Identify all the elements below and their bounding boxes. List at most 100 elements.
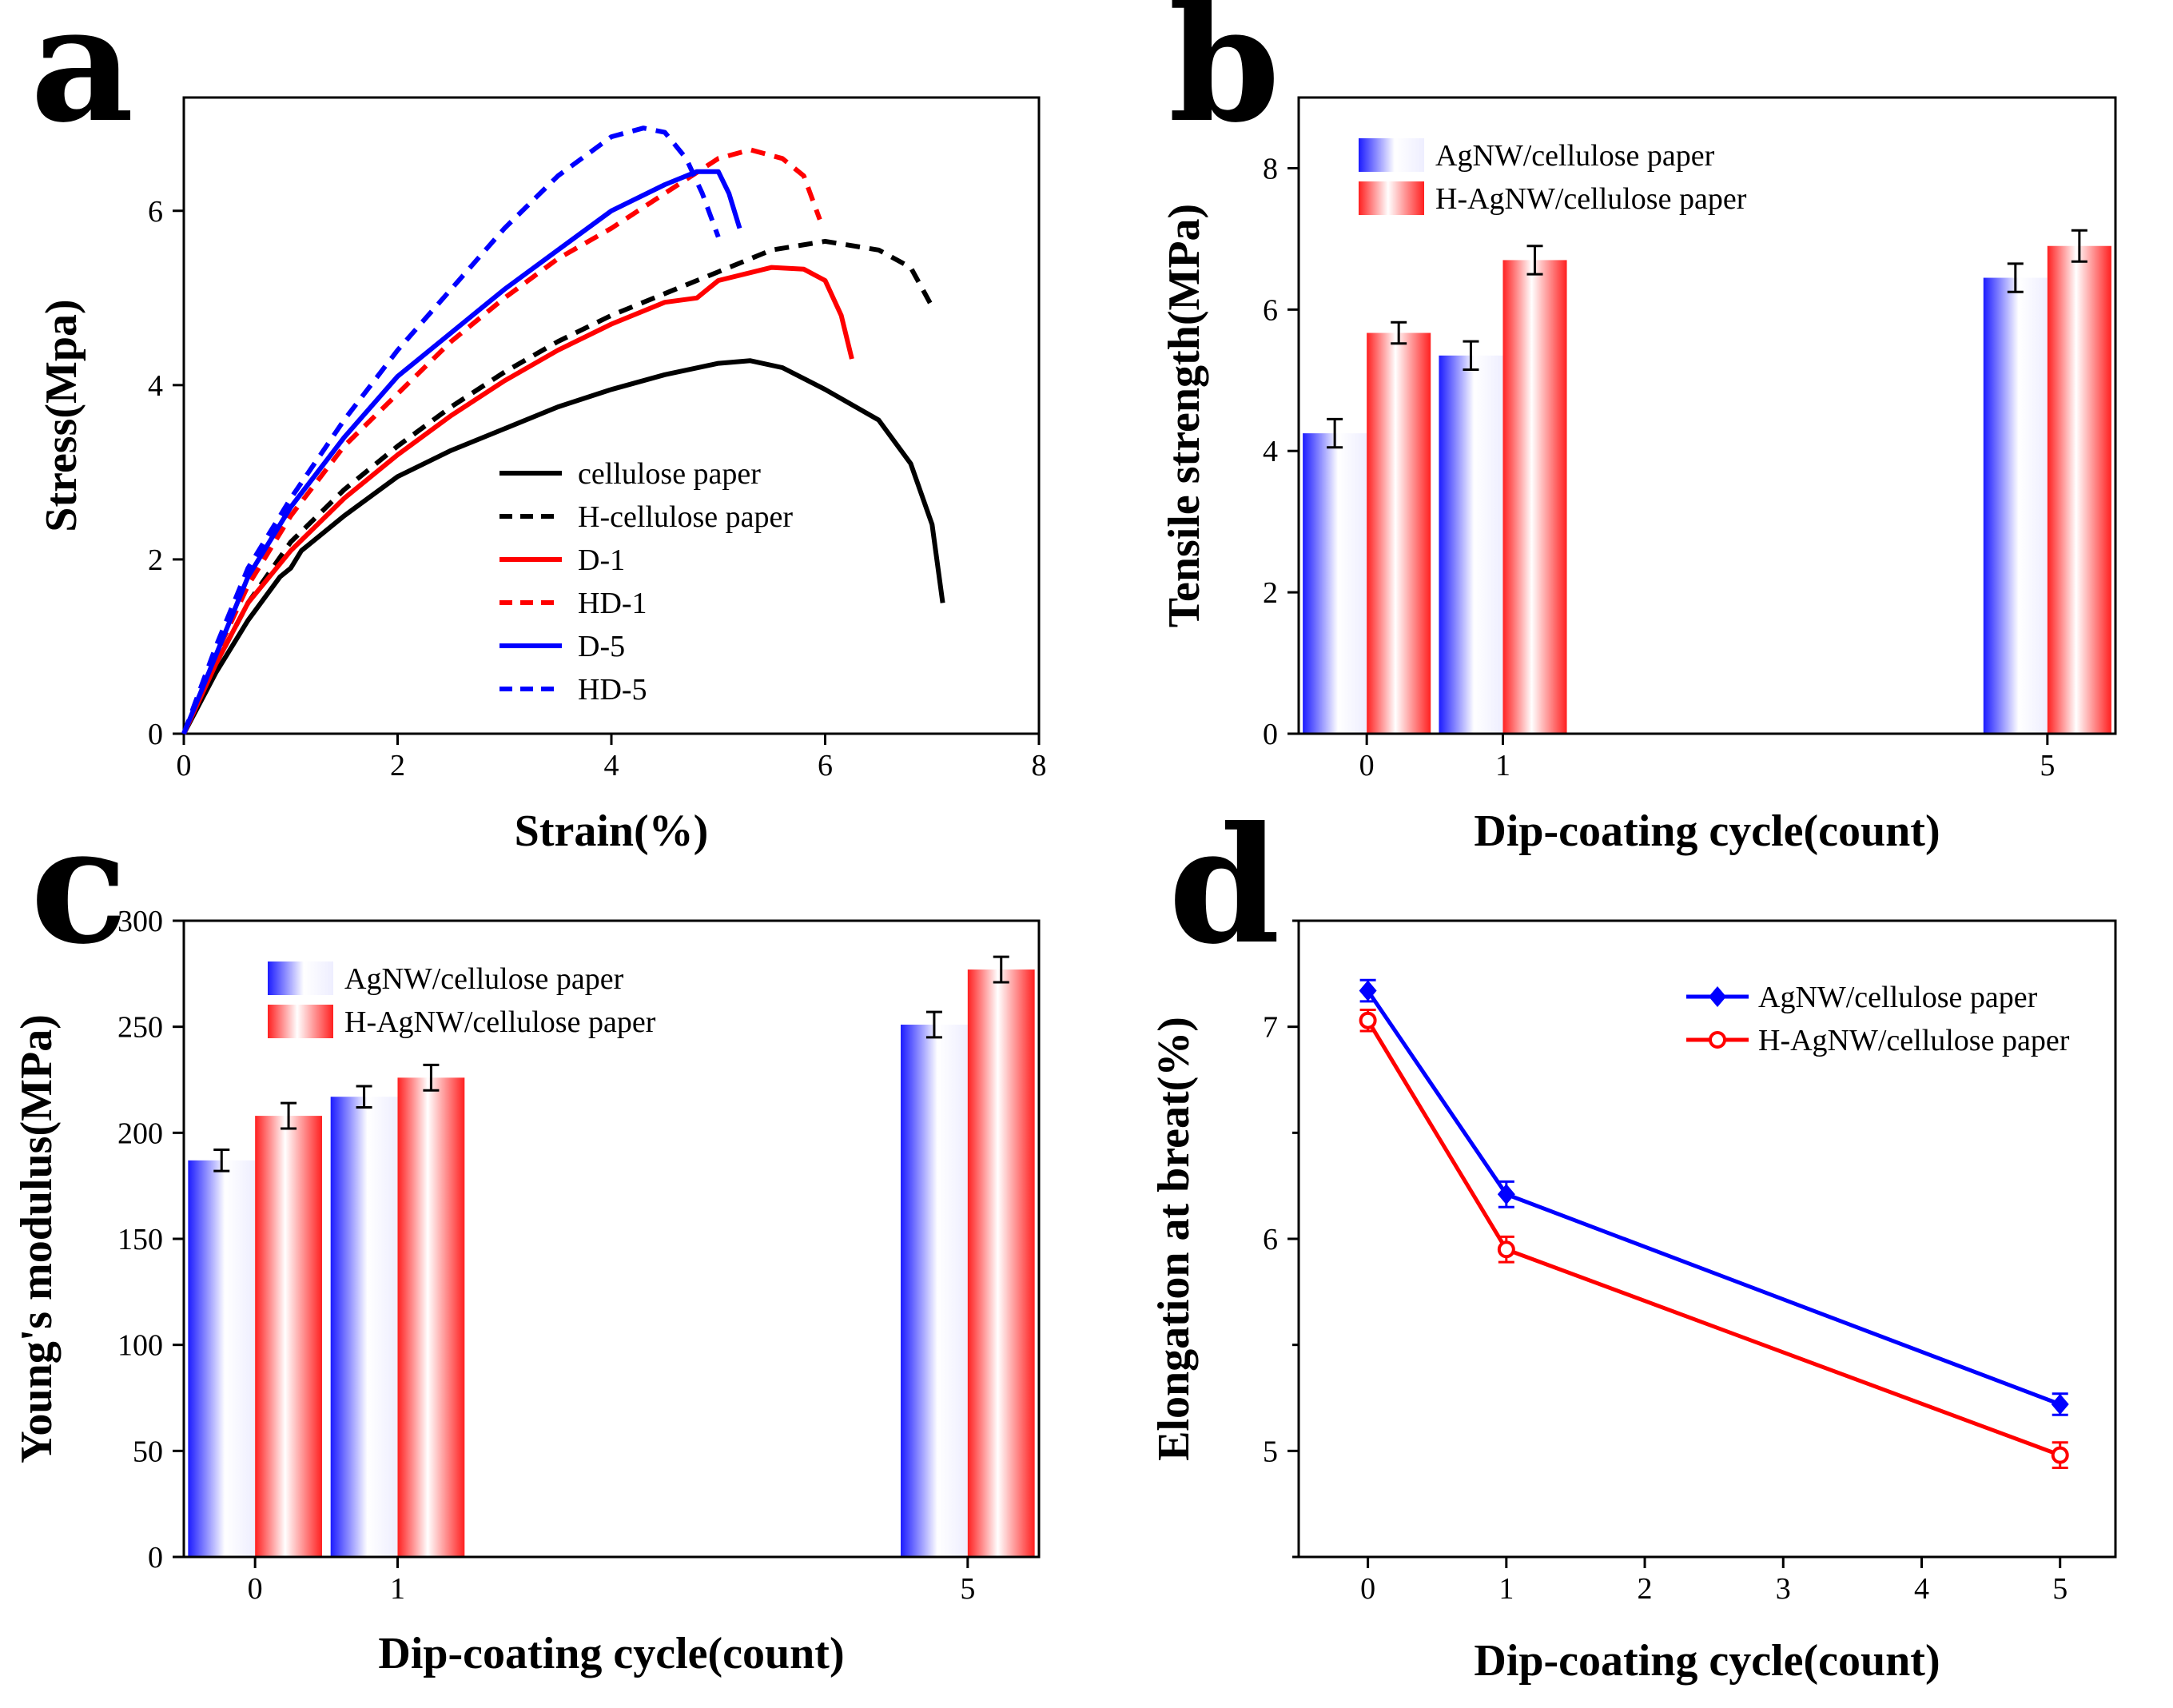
- y-tick-label: 6: [1263, 293, 1278, 327]
- y-tick-label: 100: [117, 1329, 163, 1363]
- legend-marker: [1709, 1031, 1726, 1049]
- plot-frame: [1297, 919, 2117, 1559]
- y-tick-label: 5: [1263, 1435, 1278, 1468]
- error-bar: [356, 1085, 372, 1109]
- data-point: [1359, 980, 1377, 1001]
- series-line: [181, 265, 854, 735]
- y-axis-title: Elongation at breat(%): [1149, 1017, 1199, 1461]
- x-tick-label: 4: [604, 749, 619, 782]
- legend-label: HD-1: [578, 587, 647, 620]
- y-tick-label: 2: [148, 543, 163, 577]
- legend-label: AgNW/cellulose paper: [344, 962, 624, 996]
- legend-marker: [1709, 986, 1726, 1007]
- bar: [1367, 332, 1431, 734]
- series-line: [181, 358, 945, 735]
- data-point: [1359, 1011, 1377, 1029]
- legend-label: H-cellulose paper: [578, 500, 793, 534]
- legend-label: cellulose paper: [578, 457, 761, 491]
- error-bar: [1327, 417, 1343, 449]
- x-tick-label: 5: [2040, 749, 2055, 782]
- bar: [1983, 277, 2048, 734]
- y-axis-title: Tensile strength(MPa): [1160, 204, 1209, 627]
- error-bar: [423, 1063, 440, 1092]
- y-tick-label: 0: [148, 1541, 163, 1575]
- x-tick-label: 2: [1638, 1572, 1653, 1606]
- error-bar: [1391, 320, 1407, 345]
- y-tick-label: 300: [117, 905, 163, 938]
- bar: [2047, 245, 2111, 734]
- legend-swatch: [268, 1005, 333, 1038]
- data-point: [2051, 1393, 2069, 1415]
- data-point: [1497, 1184, 1515, 1205]
- panel-letter: c: [30, 792, 128, 980]
- panel-letter: a: [30, 0, 134, 158]
- bar: [967, 969, 1035, 1557]
- x-axis-title: Dip-coating cycle(count): [1474, 806, 1940, 856]
- bar: [901, 1025, 968, 1557]
- y-tick-label: 6: [1263, 1223, 1278, 1256]
- y-tick-label: 4: [148, 369, 163, 403]
- x-tick-label: 5: [2052, 1572, 2068, 1606]
- y-tick-label: 0: [148, 718, 163, 751]
- panel-letter: b: [1168, 0, 1280, 158]
- error-bar: [213, 1149, 230, 1173]
- error-bar: [2007, 262, 2024, 293]
- bar: [188, 1160, 256, 1557]
- x-tick-label: 0: [177, 749, 192, 782]
- y-tick-label: 8: [1263, 152, 1278, 185]
- legend-label: HD-5: [578, 673, 647, 707]
- x-tick-label: 8: [1032, 749, 1047, 782]
- error-bar: [1463, 340, 1479, 372]
- series-line: [181, 147, 822, 735]
- x-tick-label: 0: [248, 1572, 263, 1606]
- x-axis-title: Dip-coating cycle(count): [1474, 1636, 1940, 1686]
- x-tick-label: 1: [1498, 1572, 1514, 1606]
- x-tick-label: 0: [1359, 749, 1375, 782]
- error-bar: [281, 1101, 297, 1130]
- x-tick-label: 1: [1495, 749, 1510, 782]
- legend-label: D-1: [578, 543, 625, 577]
- legend-swatch: [268, 961, 333, 995]
- x-tick-label: 1: [390, 1572, 405, 1606]
- data-point: [2051, 1446, 2069, 1464]
- y-tick-label: 6: [148, 195, 163, 229]
- bar: [1303, 433, 1367, 734]
- y-tick-label: 150: [117, 1223, 163, 1256]
- bar: [397, 1077, 465, 1557]
- bar: [330, 1097, 398, 1557]
- error-bar: [993, 955, 1009, 984]
- y-axis-title: Young's modulus(MPa): [12, 1014, 62, 1463]
- series-line: [1366, 1019, 2061, 1457]
- y-tick-label: 4: [1263, 435, 1278, 468]
- legend-swatch: [1359, 181, 1424, 215]
- y-tick-label: 50: [133, 1435, 163, 1468]
- bar: [255, 1116, 322, 1557]
- x-axis-title: Strain(%): [515, 806, 709, 856]
- y-tick-label: 2: [1263, 576, 1278, 610]
- x-tick-label: 3: [1776, 1572, 1791, 1606]
- legend-label: D-5: [578, 630, 625, 663]
- bar: [1439, 355, 1503, 734]
- error-bar: [2071, 229, 2087, 263]
- error-bar: [925, 1010, 942, 1039]
- bar: [1502, 260, 1567, 734]
- x-tick-label: 0: [1360, 1572, 1375, 1606]
- x-tick-label: 4: [1914, 1572, 1929, 1606]
- series-line: [181, 169, 742, 735]
- y-tick-label: 0: [1263, 718, 1278, 751]
- panel-d-elongation: d Dip-coating cycle(count) Elongation at b…: [1149, 792, 2117, 1686]
- legend-label: H-AgNW/cellulose paper: [1758, 1024, 2070, 1057]
- series-line: [181, 238, 934, 735]
- y-tick-label: 250: [117, 1011, 163, 1045]
- y-tick-label: 7: [1263, 1011, 1278, 1045]
- x-tick-label: 5: [960, 1572, 975, 1606]
- x-tick-label: 6: [818, 749, 833, 782]
- x-axis-title: Dip-coating cycle(count): [378, 1629, 844, 1678]
- data-point: [1497, 1240, 1515, 1259]
- legend-label: H-AgNW/cellulose paper: [344, 1005, 656, 1039]
- error-bar: [1526, 245, 1543, 276]
- x-tick-label: 2: [390, 749, 405, 782]
- legend-label: H-AgNW/cellulose paper: [1435, 182, 1747, 216]
- y-tick-label: 200: [117, 1117, 163, 1150]
